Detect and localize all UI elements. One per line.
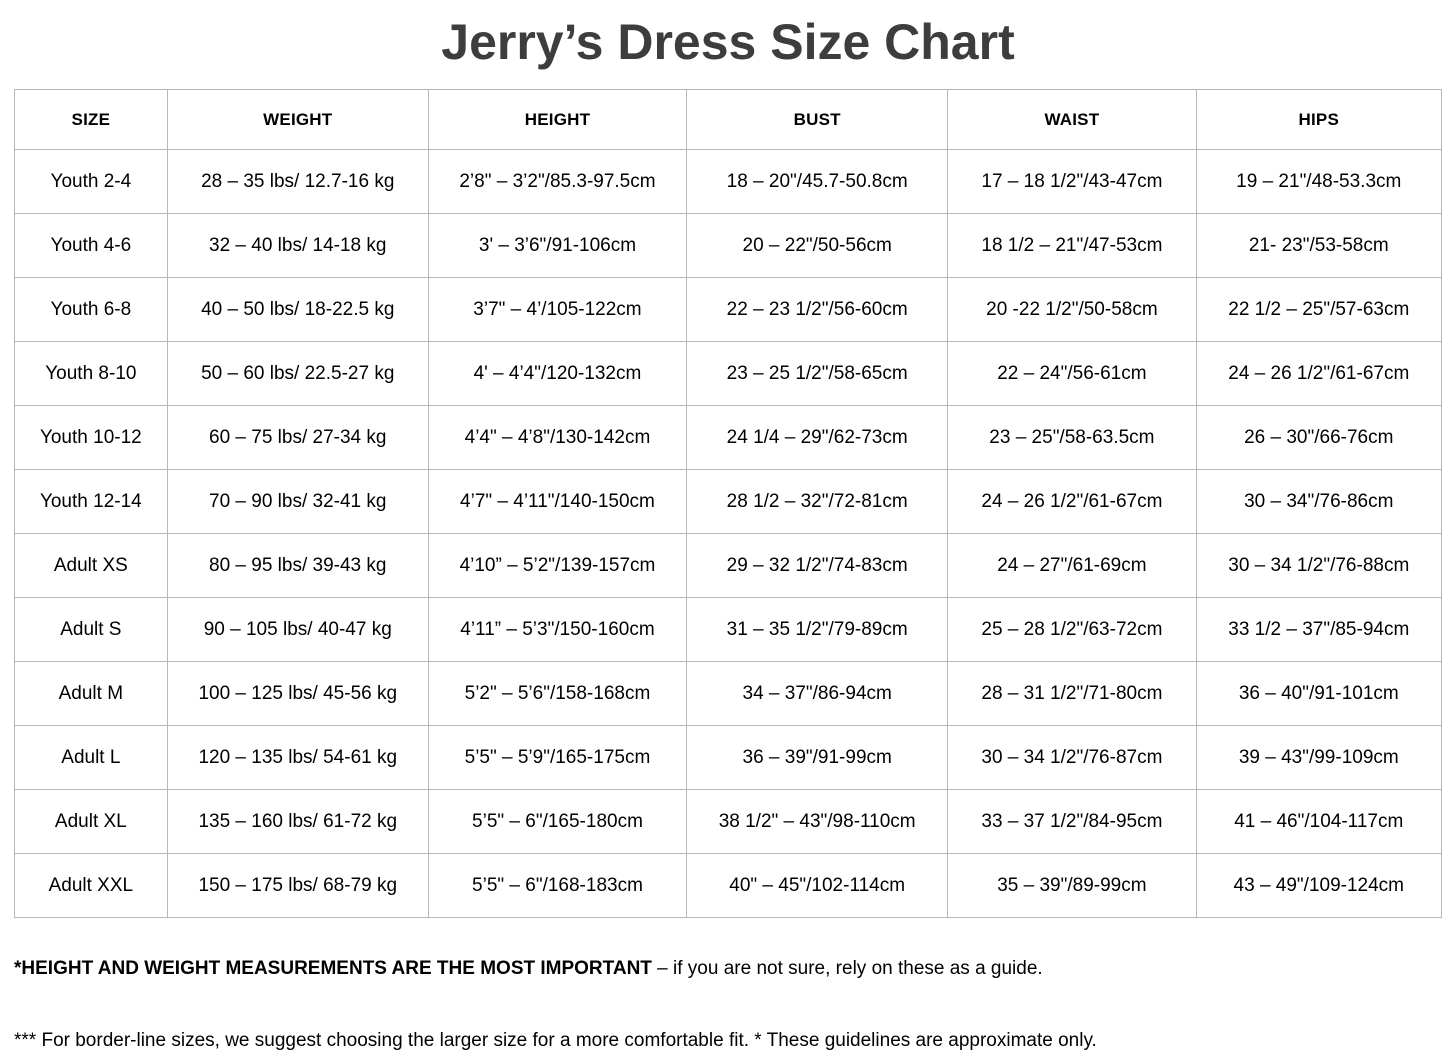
measurement-cell: 18 1/2 – 21"/47-53cm	[947, 213, 1197, 278]
page-title: Jerry’s Dress Size Chart	[441, 14, 1015, 70]
measurement-cell: 17 – 18 1/2"/43-47cm	[947, 149, 1197, 214]
measurement-cell: 80 – 95 lbs/ 39-43 kg	[166, 533, 429, 598]
size-cell: Adult S	[14, 597, 168, 662]
measurement-cell: 36 – 40"/91-101cm	[1195, 661, 1443, 726]
table-row: Adult M 100 – 125 lbs/ 45-56 kg 5’2" – 5’6…	[14, 661, 1443, 726]
size-cell: Youth 4-6	[14, 213, 168, 278]
table-row: Youth 10-12 60 – 75 lbs/ 27-34 kg 4’4" – 4…	[14, 405, 1443, 470]
measurement-cell: 90 – 105 lbs/ 40-47 kg	[166, 597, 429, 662]
size-cell: Youth 6-8	[14, 277, 168, 342]
measurement-cell: 70 – 90 lbs/ 32-41 kg	[166, 469, 429, 534]
measurement-cell: 41 – 46"/104-117cm	[1195, 789, 1443, 854]
measurement-cell: 30 – 34 1/2"/76-88cm	[1195, 533, 1443, 598]
size-chart-table: SIZE WEIGHT HEIGHT BUST WAIST HIPS Youth 2-4 2…	[14, 89, 1443, 918]
measurement-cell: 28 – 31 1/2"/71-80cm	[947, 661, 1197, 726]
table-row: Youth 8-10 50 – 60 lbs/ 22.5-27 kg 4' – 4’…	[14, 341, 1443, 406]
measurement-cell: 32 – 40 lbs/ 14-18 kg	[166, 213, 429, 278]
measurement-cell: 34 – 37"/86-94cm	[686, 661, 949, 726]
table-row: Adult XL 135 – 160 lbs/ 61-72 kg 5’5" – 6"…	[14, 789, 1443, 854]
measurement-cell: 29 – 32 1/2"/74-83cm	[686, 533, 949, 598]
measurement-cell: 2’8" – 3’2"/85.3-97.5cm	[427, 149, 688, 214]
measurement-cell: 100 – 125 lbs/ 45-56 kg	[166, 661, 429, 726]
measurement-cell: 38 1/2" – 43"/98-110cm	[686, 789, 949, 854]
measurement-cell: 3' – 3’6"/91-106cm	[427, 213, 688, 278]
table-row: Youth 12-14 70 – 90 lbs/ 32-41 kg 4’7" – 4…	[14, 469, 1443, 534]
measurement-cell: 22 – 23 1/2"/56-60cm	[686, 277, 949, 342]
measurement-cell: 35 – 39"/89-99cm	[947, 853, 1197, 918]
table-row: Adult XXL 150 – 175 lbs/ 68-79 kg 5’5" – 6…	[14, 853, 1443, 918]
table-row: Youth 6-8 40 – 50 lbs/ 18-22.5 kg 3’7" – 4…	[14, 277, 1443, 342]
measurement-cell: 25 – 28 1/2"/63-72cm	[947, 597, 1197, 662]
size-cell: Youth 10-12	[14, 405, 168, 470]
measurement-cell: 31 – 35 1/2"/79-89cm	[686, 597, 949, 662]
measurement-cell: 120 – 135 lbs/ 54-61 kg	[166, 725, 429, 790]
measurement-cell: 4’7" – 4’11"/140-150cm	[427, 469, 688, 534]
measurement-cell: 4' – 4’4"/120-132cm	[427, 341, 688, 406]
measurement-cell: 36 – 39"/91-99cm	[686, 725, 949, 790]
measurement-cell: 60 – 75 lbs/ 27-34 kg	[166, 405, 429, 470]
measurement-cell: 19 – 21"/48-53.3cm	[1195, 149, 1443, 214]
note-borderline: *** For border-line sizes, we suggest ch…	[14, 1029, 1097, 1051]
measurement-cell: 24 1/4 – 29"/62-73cm	[686, 405, 949, 470]
measurement-cell: 30 – 34 1/2"/76-87cm	[947, 725, 1197, 790]
size-cell: Youth 8-10	[14, 341, 168, 406]
measurement-cell: 20 -22 1/2"/50-58cm	[947, 277, 1197, 342]
measurement-cell: 50 – 60 lbs/ 22.5-27 kg	[166, 341, 429, 406]
measurement-cell: 40 – 50 lbs/ 18-22.5 kg	[166, 277, 429, 342]
table-row: Adult XS 80 – 95 lbs/ 39-43 kg 4’10” – 5’2…	[14, 533, 1443, 598]
table-row: Adult S 90 – 105 lbs/ 40-47 kg 4’11” – 5’3…	[14, 597, 1443, 662]
measurement-cell: 28 – 35 lbs/ 12.7-16 kg	[166, 149, 429, 214]
measurement-cell: 135 – 160 lbs/ 61-72 kg	[166, 789, 429, 854]
measurement-cell: 23 – 25 1/2"/58-65cm	[686, 341, 949, 406]
measurement-cell: 24 – 27"/61-69cm	[947, 533, 1197, 598]
table-row: Youth 2-4 28 – 35 lbs/ 12.7-16 kg 2’8" – 3…	[14, 149, 1443, 214]
column-header-height: HEIGHT	[427, 89, 688, 150]
measurement-cell: 22 – 24"/56-61cm	[947, 341, 1197, 406]
table-row: Adult L 120 – 135 lbs/ 54-61 kg 5’5" – 5’9…	[14, 725, 1443, 790]
measurement-cell: 4’11” – 5’3"/150-160cm	[427, 597, 688, 662]
measurement-cell: 23 – 25"/58-63.5cm	[947, 405, 1197, 470]
measurement-cell: 24 – 26 1/2"/61-67cm	[947, 469, 1197, 534]
measurement-cell: 4’4" – 4’8"/130-142cm	[427, 405, 688, 470]
column-header-waist: WAIST	[947, 89, 1197, 150]
size-cell: Adult L	[14, 725, 168, 790]
measurement-cell: 5’2" – 5’6"/158-168cm	[427, 661, 688, 726]
table-row: Youth 4-6 32 – 40 lbs/ 14-18 kg 3' – 3’6"/…	[14, 213, 1443, 278]
measurement-cell: 33 1/2 – 37"/85-94cm	[1195, 597, 1443, 662]
size-cell: Adult XS	[14, 533, 168, 598]
note-height-weight-bold: *HEIGHT AND WEIGHT MEASUREMENTS ARE THE …	[14, 958, 652, 979]
measurement-cell: 150 – 175 lbs/ 68-79 kg	[166, 853, 429, 918]
measurement-cell: 40" – 45"/102-114cm	[686, 853, 949, 918]
measurement-cell: 5’5" – 6"/168-183cm	[427, 853, 688, 918]
measurement-cell: 33 – 37 1/2"/84-95cm	[947, 789, 1197, 854]
measurement-cell: 20 – 22"/50-56cm	[686, 213, 949, 278]
size-cell: Adult M	[14, 661, 168, 726]
measurement-cell: 18 – 20"/45.7-50.8cm	[686, 149, 949, 214]
measurement-cell: 30 – 34"/76-86cm	[1195, 469, 1443, 534]
measurement-cell: 4’10” – 5’2"/139-157cm	[427, 533, 688, 598]
size-cell: Adult XL	[14, 789, 168, 854]
measurement-cell: 28 1/2 – 32"/72-81cm	[686, 469, 949, 534]
column-header-hips: HIPS	[1195, 89, 1443, 150]
footnotes: *HEIGHT AND WEIGHT MEASUREMENTS ARE THE …	[14, 956, 1442, 1053]
measurement-cell: 21- 23"/53-58cm	[1195, 213, 1443, 278]
size-cell: Adult XXL	[14, 853, 168, 918]
column-header-size: SIZE	[14, 89, 168, 150]
measurement-cell: 24 – 26 1/2"/61-67cm	[1195, 341, 1443, 406]
measurement-cell: 5’5" – 5’9"/165-175cm	[427, 725, 688, 790]
note-height-weight: *HEIGHT AND WEIGHT MEASUREMENTS ARE THE …	[14, 956, 1442, 982]
measurement-cell: 43 – 49"/109-124cm	[1195, 853, 1443, 918]
size-cell: Youth 2-4	[14, 149, 168, 214]
measurement-cell: 3’7" – 4’/105-122cm	[427, 277, 688, 342]
column-header-bust: BUST	[686, 89, 949, 150]
column-header-weight: WEIGHT	[166, 89, 429, 150]
measurement-cell: 39 – 43"/99-109cm	[1195, 725, 1443, 790]
measurement-cell: 5’5" – 6"/165-180cm	[427, 789, 688, 854]
measurement-cell: 26 – 30"/66-76cm	[1195, 405, 1443, 470]
measurement-cell: 22 1/2 – 25"/57-63cm	[1195, 277, 1443, 342]
note-height-weight-rest: – if you are not sure, rely on these as …	[651, 958, 1043, 979]
table-header-row: SIZE WEIGHT HEIGHT BUST WAIST HIPS	[14, 89, 1443, 150]
size-cell: Youth 12-14	[14, 469, 168, 534]
